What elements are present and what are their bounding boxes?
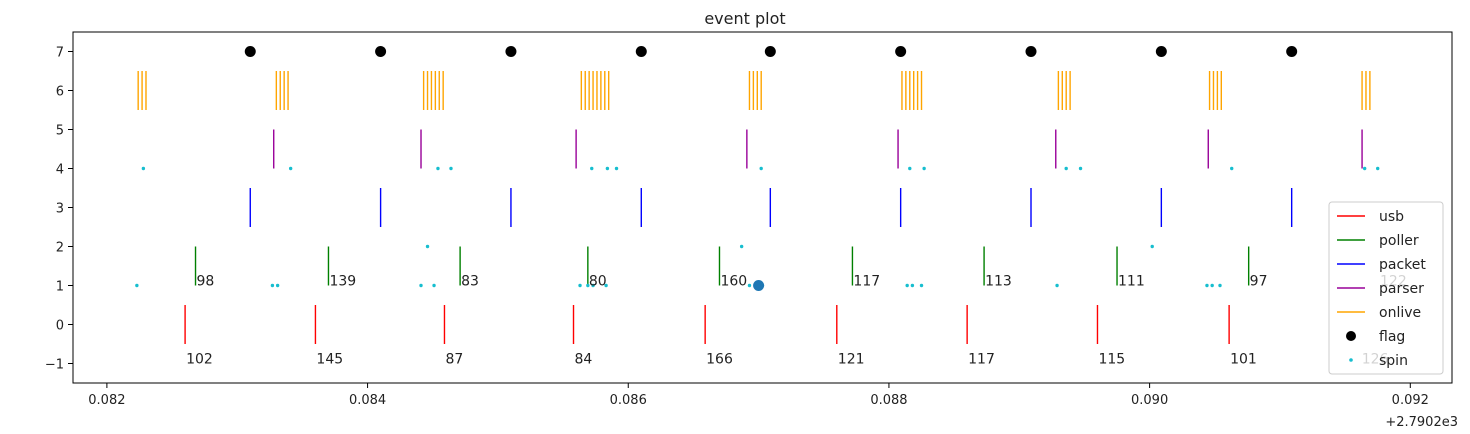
count-label: 113 <box>985 274 1012 290</box>
count-label: 84 <box>575 352 593 368</box>
spin-dot <box>614 166 619 171</box>
legend: usb poller packet parser onlive flag spin <box>1328 201 1444 375</box>
spin-dot <box>141 166 146 171</box>
spin-dot <box>432 283 436 288</box>
count-label: 160 <box>720 274 747 290</box>
spin-dot <box>1376 166 1380 171</box>
plot-area <box>135 46 1380 344</box>
spin-dot <box>590 166 594 171</box>
annotations: 1021458784166121117115101126981398380160… <box>186 274 1407 368</box>
legend-label-onlive: onlive <box>1379 305 1421 321</box>
count-label: 97 <box>1250 274 1268 290</box>
highlight-point <box>753 280 765 291</box>
spin-dot <box>288 166 293 171</box>
legend-label-flag: flag <box>1379 329 1405 345</box>
x-tick-label: 0.084 <box>349 393 386 408</box>
legend-label-usb: usb <box>1379 209 1404 225</box>
x-tick-label: 0.088 <box>870 393 907 408</box>
spin-dot <box>436 166 440 171</box>
spin-dot <box>905 283 909 288</box>
flag-marker <box>244 46 256 57</box>
count-label: 111 <box>1118 274 1145 290</box>
spin-dot <box>135 283 139 288</box>
legend-swatch-flag <box>1346 331 1356 341</box>
axes: −1 0 1 2 3 4 5 6 7 0.082 0.084 0.086 0.088 0.090 0.092 <box>45 31 1453 408</box>
legend-swatch-spin <box>1349 358 1353 362</box>
x-offset-label: +2.7902e3 <box>1385 415 1458 430</box>
y-tick-label: 3 <box>56 202 64 217</box>
spin-dot <box>578 283 582 288</box>
spin-dot <box>908 166 912 171</box>
count-label: 87 <box>445 352 463 368</box>
count-label: 115 <box>1098 352 1125 368</box>
spin-dot <box>1210 283 1214 288</box>
spin-dot <box>419 283 423 288</box>
legend-label-parser: parser <box>1379 281 1424 297</box>
spin-dot <box>1362 166 1367 171</box>
count-label: 101 <box>1230 352 1257 368</box>
legend-label-spin: spin <box>1379 353 1408 369</box>
legend-label-packet: packet <box>1379 257 1426 273</box>
y-tick-label: 2 <box>56 241 64 256</box>
x-tick-label: 0.092 <box>1392 393 1429 408</box>
spin-dot <box>1064 166 1068 171</box>
spin-dot <box>270 283 275 288</box>
count-label: 166 <box>706 352 733 368</box>
spin-dot <box>759 166 763 171</box>
spin-dot <box>910 283 915 288</box>
count-label: 102 <box>186 352 213 368</box>
y-tick-label: 6 <box>56 85 64 100</box>
count-label: 80 <box>589 274 607 290</box>
count-label: 98 <box>197 274 215 290</box>
y-tick-label: 5 <box>56 124 64 139</box>
spin-dot <box>1205 283 1209 288</box>
flag-marker <box>895 46 907 57</box>
count-label: 145 <box>316 352 343 368</box>
spin-dot <box>425 244 430 249</box>
x-tick-label: 0.086 <box>610 393 647 408</box>
flag-marker <box>764 46 776 57</box>
chart-title: event plot <box>704 9 785 28</box>
spin-dot <box>605 166 610 171</box>
flag-marker <box>505 46 517 57</box>
x-tick-label: 0.090 <box>1131 393 1168 408</box>
y-tick-label: 4 <box>56 163 64 178</box>
x-tick-label: 0.082 <box>88 393 125 408</box>
flag-marker <box>1025 46 1037 57</box>
spin-dot <box>1150 244 1154 249</box>
y-tick-label: 7 <box>56 46 64 61</box>
spin-dot <box>747 283 752 288</box>
legend-box <box>1328 201 1444 375</box>
spin-dot <box>1055 283 1059 288</box>
y-tick-label: −1 <box>45 358 64 373</box>
spin-dot <box>919 283 924 288</box>
spin-dot <box>739 244 744 249</box>
count-label: 139 <box>329 274 356 290</box>
y-tick-label: 1 <box>56 280 64 295</box>
flag-marker <box>635 46 647 57</box>
spin-dot <box>1078 166 1083 171</box>
spin-dot <box>922 166 926 171</box>
spin-dot <box>1218 283 1222 288</box>
spin-dot <box>586 283 590 288</box>
spin-dot <box>604 283 608 288</box>
flag-marker <box>1286 46 1298 57</box>
count-label: 117 <box>853 274 880 290</box>
flag-marker <box>375 46 387 57</box>
y-tick-label: 0 <box>56 319 64 334</box>
legend-label-poller: poller <box>1379 233 1419 249</box>
spin-dot <box>449 166 453 171</box>
count-label: 83 <box>461 274 479 290</box>
flag-marker <box>1155 46 1167 57</box>
count-label: 121 <box>838 352 865 368</box>
spin-dot <box>1230 166 1234 171</box>
spin-dot <box>591 283 595 288</box>
spin-dot <box>275 283 280 288</box>
count-label: 117 <box>968 352 995 368</box>
